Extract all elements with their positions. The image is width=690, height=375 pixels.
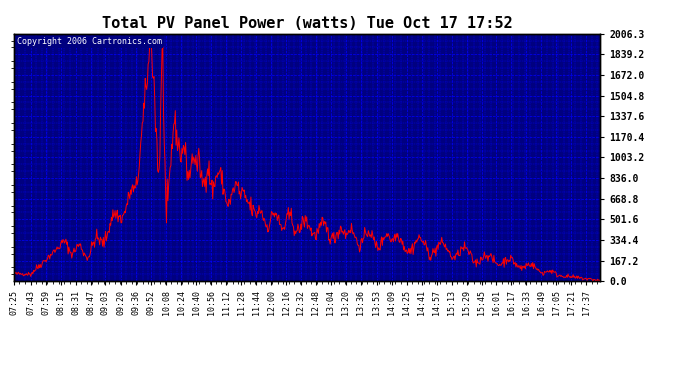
Text: Copyright 2006 Cartronics.com: Copyright 2006 Cartronics.com (17, 38, 161, 46)
Title: Total PV Panel Power (watts) Tue Oct 17 17:52: Total PV Panel Power (watts) Tue Oct 17 … (101, 16, 513, 31)
